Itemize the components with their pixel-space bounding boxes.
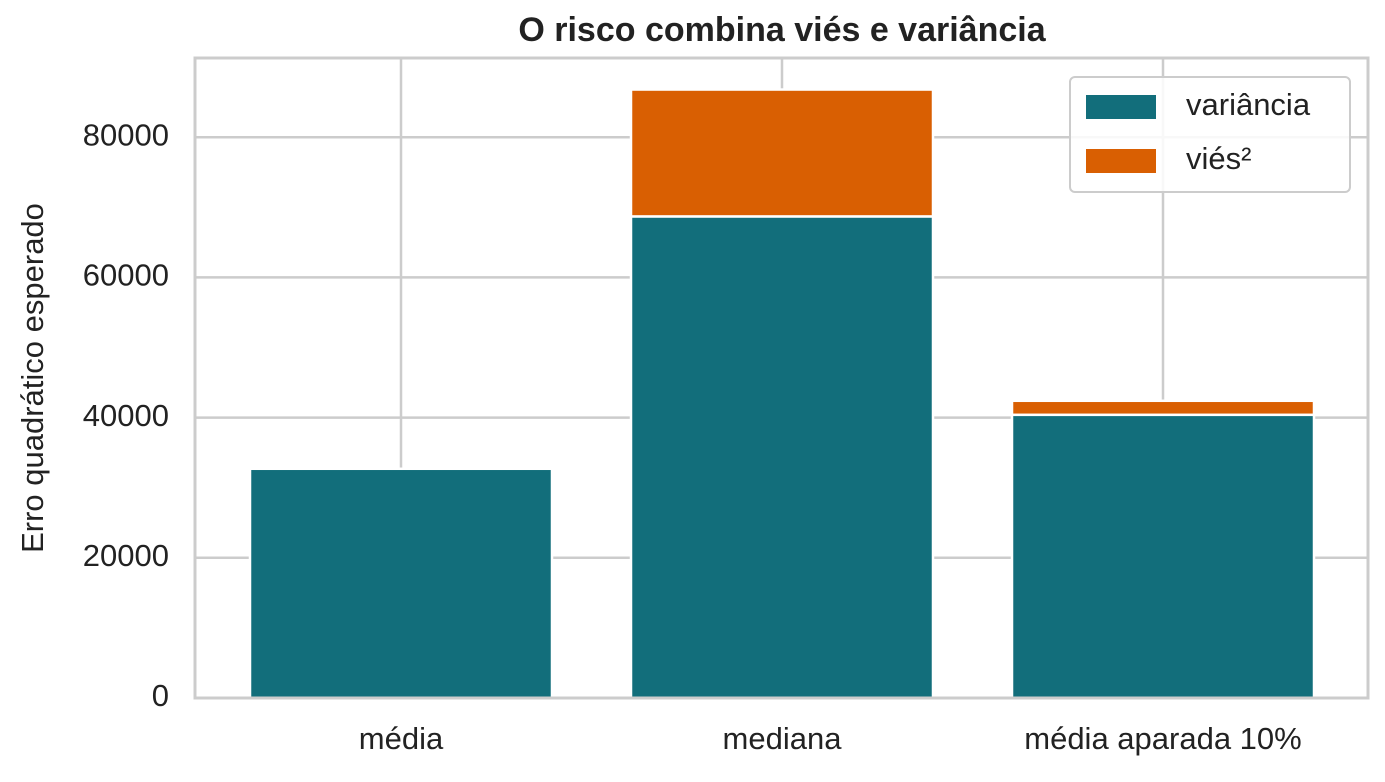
bar-segment <box>629 88 935 218</box>
bar-segment <box>1010 413 1316 700</box>
y-axis-label: Erro quadrático esperado <box>15 203 50 553</box>
legend: variância viés² <box>1069 76 1351 193</box>
chart-title: O risco combina viés e variância <box>518 11 1046 49</box>
x-tick-label: mediana <box>723 721 843 756</box>
y-tick-label: 60000 <box>83 258 169 293</box>
legend-swatch <box>1086 95 1156 119</box>
y-tick-label: 0 <box>152 678 169 713</box>
bar-segment <box>248 467 554 700</box>
y-tick-label: 40000 <box>83 398 169 433</box>
x-tick-label: média aparada 10% <box>1024 721 1301 756</box>
bar-segment <box>1010 399 1316 417</box>
legend-label: viés² <box>1186 141 1251 176</box>
y-tick-label: 20000 <box>83 538 169 573</box>
legend-swatch <box>1086 149 1156 173</box>
x-tick-label: média <box>359 721 444 756</box>
legend-label: variância <box>1186 87 1311 122</box>
bar-segment <box>629 215 935 700</box>
y-tick-label: 80000 <box>83 117 169 152</box>
plot-frame <box>193 56 1370 700</box>
